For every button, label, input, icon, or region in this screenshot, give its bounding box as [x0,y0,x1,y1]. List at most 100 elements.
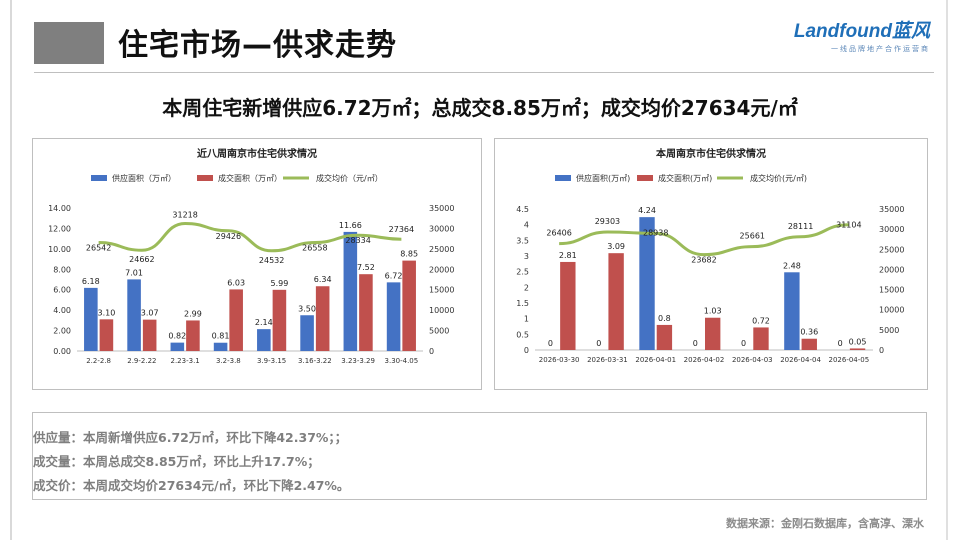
bar-volume [315,286,330,351]
bar-data-label: 0.8 [658,314,671,323]
bar-volume [99,319,114,351]
y-left-tick: 12.00 [48,224,71,233]
bar-supply [170,342,185,351]
bar-data-label: 8.85 [400,250,418,259]
legend-swatch-1 [637,175,653,181]
bar-volume [272,289,287,351]
y-left-tick: 0 [524,346,529,355]
x-tick-label: 2026-03-30 [539,356,580,364]
note-price: 成交价：本周成交均价27634元/㎡，环比下降2.47%。 [33,475,349,494]
bar-data-label: 6.18 [82,277,100,286]
bar-data-label: 0.72 [752,316,770,325]
bar-data-label: 4.24 [638,206,656,215]
chart-panel-this-week: 本周南京市住宅供求情况 供应面积(万㎡) 成交面积(万㎡) 成交均价(元/㎡) 0 0.5… [494,138,928,390]
line-data-label: 24532 [259,256,284,265]
bar-supply [343,231,358,351]
bar-data-label: 11.66 [339,221,362,230]
y-left-tick: 0.00 [53,347,71,356]
notes-box: 供应量：本周新增供应6.72万㎡，环比下降42.37%；； 成交量：本周总成交8… [32,412,927,500]
y-right-tick: 25000 [879,245,904,254]
bar-supply [257,329,271,351]
y-left-tick: 0.5 [516,330,529,339]
line-data-label: 26558 [302,243,327,252]
bar-supply [639,217,655,350]
line-data-label: 28334 [345,236,370,245]
note-supply: 供应量：本周新增供应6.72万㎡，环比下降42.37%；； [33,427,347,446]
y-right-tick: 5000 [879,326,899,335]
y-left-tick: 2.5 [516,268,529,277]
chart-title: 近八周南京市住宅供求情况 [197,147,317,160]
logo-text: Landfound蓝风 [793,21,930,42]
bar-volume [186,320,200,351]
bar-data-label: 3.50 [298,304,316,313]
y-left-tick: 4.00 [53,306,71,315]
x-tick-label: 2.9-2.22 [127,357,156,365]
bar-volume [705,317,721,350]
data-source: 数据来源：金刚石数据库，含高淳、溧水 [726,517,924,530]
note-price-text: 本周成交均价27634元/㎡，环比下降2.47%。 [83,478,350,493]
y-right-tick: 15000 [879,286,904,295]
logo-subtitle: 一线品牌地产合作运营商 [831,45,930,53]
x-tick-label: 3.23-3.29 [341,357,375,365]
y-left-tick: 1 [524,315,529,324]
bar-data-label: 0 [596,339,601,348]
left-rule [10,0,12,540]
bar-volume [142,319,157,351]
bar-volume [656,324,673,350]
legend-label-0: 供应面积(万㎡) [576,173,630,183]
legend-label-2: 成交均价(元/㎡) [750,173,807,183]
legend-label-1: 成交面积(万㎡) [658,173,712,183]
bar-data-label: 2.14 [255,318,273,327]
bar-data-label: 0.36 [800,328,818,337]
y-right-tick: 0 [429,347,434,356]
bar-data-label: 2.99 [184,309,202,318]
y-left-tick: 1.5 [516,299,529,308]
line-data-label: 23682 [691,256,716,265]
y-left-tick: 3.5 [516,236,529,245]
bar-data-label: 3.10 [98,308,116,317]
price-line [559,223,849,257]
note-volume-label: 成交量： [33,454,84,469]
y-left-tick: 4.5 [516,205,529,214]
y-right-tick: 25000 [429,245,454,254]
bar-volume [560,261,576,350]
bar-data-label: 0 [741,339,746,348]
y-right-tick: 15000 [429,286,454,295]
bar-supply [300,315,314,351]
y-right-tick: 20000 [429,265,454,274]
bar-data-label: 0.05 [849,337,867,346]
bar-data-label: 7.52 [357,263,375,272]
note-volume: 成交量：本周总成交8.85万㎡，环比上升17.7%； [33,451,320,470]
y-left-tick: 4 [524,221,529,230]
legend-label-1: 成交面积（万㎡） [218,173,282,183]
price-line [98,221,402,253]
bar-supply [213,342,228,351]
right-rule [946,0,948,540]
bar-supply [84,287,98,351]
line-data-label: 26406 [546,229,571,238]
line-data-label: 26542 [86,244,111,253]
bar-data-label: 0.82 [168,332,186,341]
y-left-tick: 3 [524,252,529,261]
y-left-tick: 2.00 [53,327,71,336]
bar-data-label: 6.72 [385,271,403,280]
y-right-tick: 10000 [429,306,454,315]
legend-swatch-0 [91,175,107,181]
bar-volume [359,274,373,351]
x-tick-label: 3.9-3.15 [257,357,286,365]
x-tick-label: 2.2-2.8 [86,357,111,365]
bar-data-label: 1.03 [704,307,722,316]
bar-data-label: 0.81 [212,332,230,341]
y-left-tick: 6.00 [53,286,71,295]
line-data-label: 28111 [788,222,813,231]
line-data-label: 24662 [129,255,154,264]
x-tick-label: 3.16-3.22 [298,357,332,365]
line-data-label: 31218 [172,210,197,219]
bar-data-label: 6.03 [227,278,245,287]
x-tick-label: 2026-04-02 [684,356,725,364]
note-volume-text: 本周总成交8.85万㎡，环比上升17.7%； [83,454,320,469]
y-right-tick: 30000 [879,225,904,234]
y-right-tick: 35000 [429,204,454,213]
